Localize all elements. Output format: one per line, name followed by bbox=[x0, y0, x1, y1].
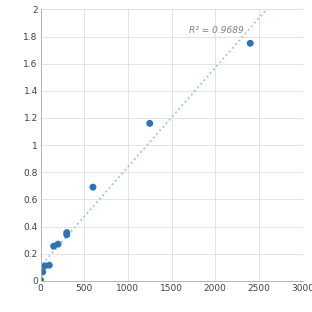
Point bbox=[38, 278, 43, 283]
Point bbox=[47, 263, 52, 268]
Point bbox=[147, 121, 152, 126]
Text: R² = 0.9689: R² = 0.9689 bbox=[189, 26, 244, 35]
Point bbox=[64, 232, 69, 237]
Point bbox=[248, 41, 253, 46]
Point bbox=[40, 270, 45, 275]
Point bbox=[51, 244, 56, 249]
Point bbox=[42, 263, 47, 268]
Point bbox=[90, 185, 95, 190]
Point bbox=[56, 242, 61, 247]
Point bbox=[64, 230, 69, 235]
